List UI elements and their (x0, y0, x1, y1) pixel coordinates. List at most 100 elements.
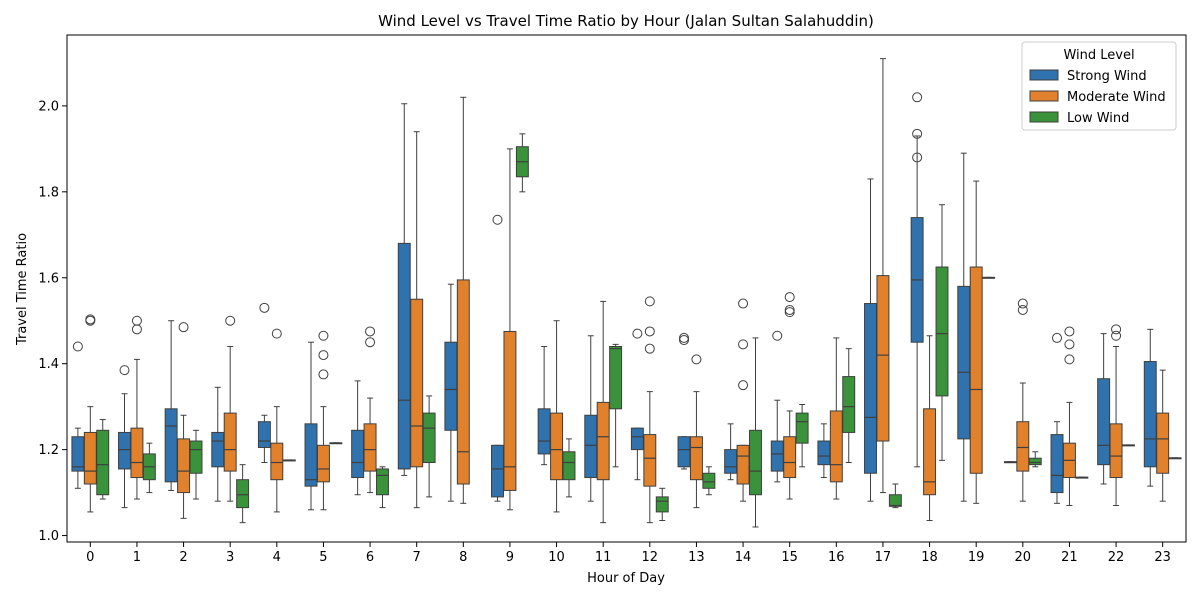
box (609, 346, 623, 410)
legend-frame (1021, 41, 1177, 131)
outlier-point (784, 307, 795, 318)
y-tick-label: 2.0 (38, 99, 59, 114)
outlier-point (1064, 339, 1075, 350)
box (270, 442, 284, 481)
outlier-point (784, 292, 795, 303)
box (316, 444, 330, 483)
x-tick-label: 6 (366, 550, 374, 565)
outlier-point (738, 298, 749, 309)
outlier-point (119, 365, 130, 376)
outlier-point (644, 296, 655, 307)
outlier-point (72, 341, 83, 352)
box (1016, 421, 1030, 472)
x-tick-label: 21 (1061, 550, 1078, 565)
y-tick-label: 1.0 (38, 529, 59, 544)
outlier-point (365, 337, 376, 348)
outlier-point (1111, 330, 1122, 341)
box (783, 436, 797, 479)
x-tick-label: 8 (459, 550, 467, 565)
legend-entry-label: Moderate Wind (1067, 90, 1166, 105)
outlier-point (85, 314, 96, 325)
outlier-point (131, 324, 142, 335)
box (164, 408, 178, 483)
x-tick-label: 9 (506, 550, 514, 565)
outlier-point (1052, 332, 1063, 343)
x-tick-label: 17 (875, 550, 892, 565)
box (596, 401, 610, 481)
box (888, 494, 902, 507)
outlier-point (1064, 354, 1075, 365)
box (537, 408, 551, 455)
y-tick-label: 1.6 (38, 271, 59, 286)
box (630, 427, 644, 451)
x-tick-label: 0 (86, 550, 94, 565)
outlier-point (259, 302, 270, 313)
box (702, 472, 716, 489)
x-tick-label: 5 (319, 550, 327, 565)
box (189, 440, 203, 474)
box (363, 423, 377, 472)
x-tick-label: 1 (133, 550, 141, 565)
box (96, 429, 110, 496)
outlier-point (912, 128, 923, 139)
box (1156, 412, 1170, 474)
x-tick-label: 13 (688, 550, 705, 565)
box (491, 444, 504, 498)
box (935, 266, 949, 397)
outlier-point (679, 335, 690, 346)
x-tick-label: 4 (273, 550, 281, 565)
box (1050, 434, 1064, 494)
box (118, 431, 131, 470)
outlier-point (178, 322, 189, 333)
outlier-point (271, 328, 282, 339)
box (177, 438, 191, 494)
box (923, 408, 937, 496)
box (376, 468, 389, 496)
box (503, 330, 517, 491)
x-tick-label: 12 (642, 550, 659, 565)
box (957, 285, 971, 440)
box (456, 279, 470, 485)
outlier-point (738, 380, 749, 391)
x-tick-label: 2 (179, 550, 187, 565)
box (749, 429, 762, 496)
axes-frame (66, 34, 1187, 543)
box (1109, 423, 1123, 479)
plot-area: 1.01.21.41.61.82.00 1 2 3 4 5 6 7 8 9 10 11 12 13 14 15… (38, 34, 1187, 565)
series-moderate-wind (83, 58, 1170, 524)
box (677, 436, 691, 468)
x-tick-label: 10 (548, 550, 565, 565)
outlier-point (784, 304, 795, 315)
x-tick-label: 22 (1108, 550, 1125, 565)
box (410, 298, 424, 468)
outlier-point (738, 339, 749, 350)
y-tick-label: 1.2 (38, 443, 59, 458)
y-tick-label: 1.8 (38, 185, 59, 200)
box (584, 414, 598, 479)
legend: Wind Level Strong Wind Moderate Wind Low W… (1021, 41, 1177, 131)
y-tick-label: 1.4 (38, 357, 59, 372)
outlier-point (644, 343, 655, 354)
box (829, 410, 843, 483)
outlier-point (679, 332, 690, 343)
box (736, 444, 750, 485)
outlier-point (772, 330, 783, 341)
outlier-point (318, 369, 329, 380)
outlier-point (318, 350, 329, 361)
outlier-point (365, 326, 376, 337)
outlier-point (1064, 326, 1075, 337)
outlier-point (912, 152, 923, 163)
box (689, 436, 703, 481)
outlier-point (1017, 298, 1028, 309)
box (236, 479, 250, 509)
x-tick-label: 15 (781, 550, 798, 565)
x-tick-label: 18 (921, 550, 938, 565)
box (643, 434, 657, 487)
y-axis-label: Travel Time Ratio (15, 233, 30, 346)
box (397, 242, 411, 470)
outlier-point (644, 326, 655, 337)
legend-title: Wind Level (1063, 48, 1134, 63)
box (422, 412, 436, 464)
box (1028, 457, 1042, 466)
outlier-point (691, 354, 702, 365)
